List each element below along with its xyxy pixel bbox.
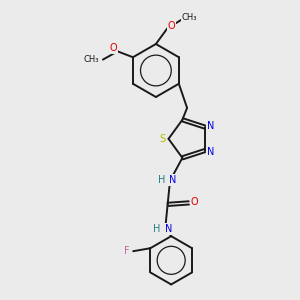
Text: H: H (158, 175, 165, 184)
Text: H: H (153, 224, 161, 234)
Text: O: O (191, 197, 199, 207)
Text: N: N (169, 175, 177, 184)
Text: F: F (124, 246, 130, 256)
Text: N: N (207, 121, 214, 130)
Text: S: S (159, 134, 165, 144)
Text: CH₃: CH₃ (84, 55, 100, 64)
Text: CH₃: CH₃ (182, 13, 197, 22)
Text: N: N (164, 224, 172, 234)
Text: O: O (167, 21, 175, 31)
Text: O: O (110, 43, 117, 53)
Text: N: N (207, 147, 214, 157)
